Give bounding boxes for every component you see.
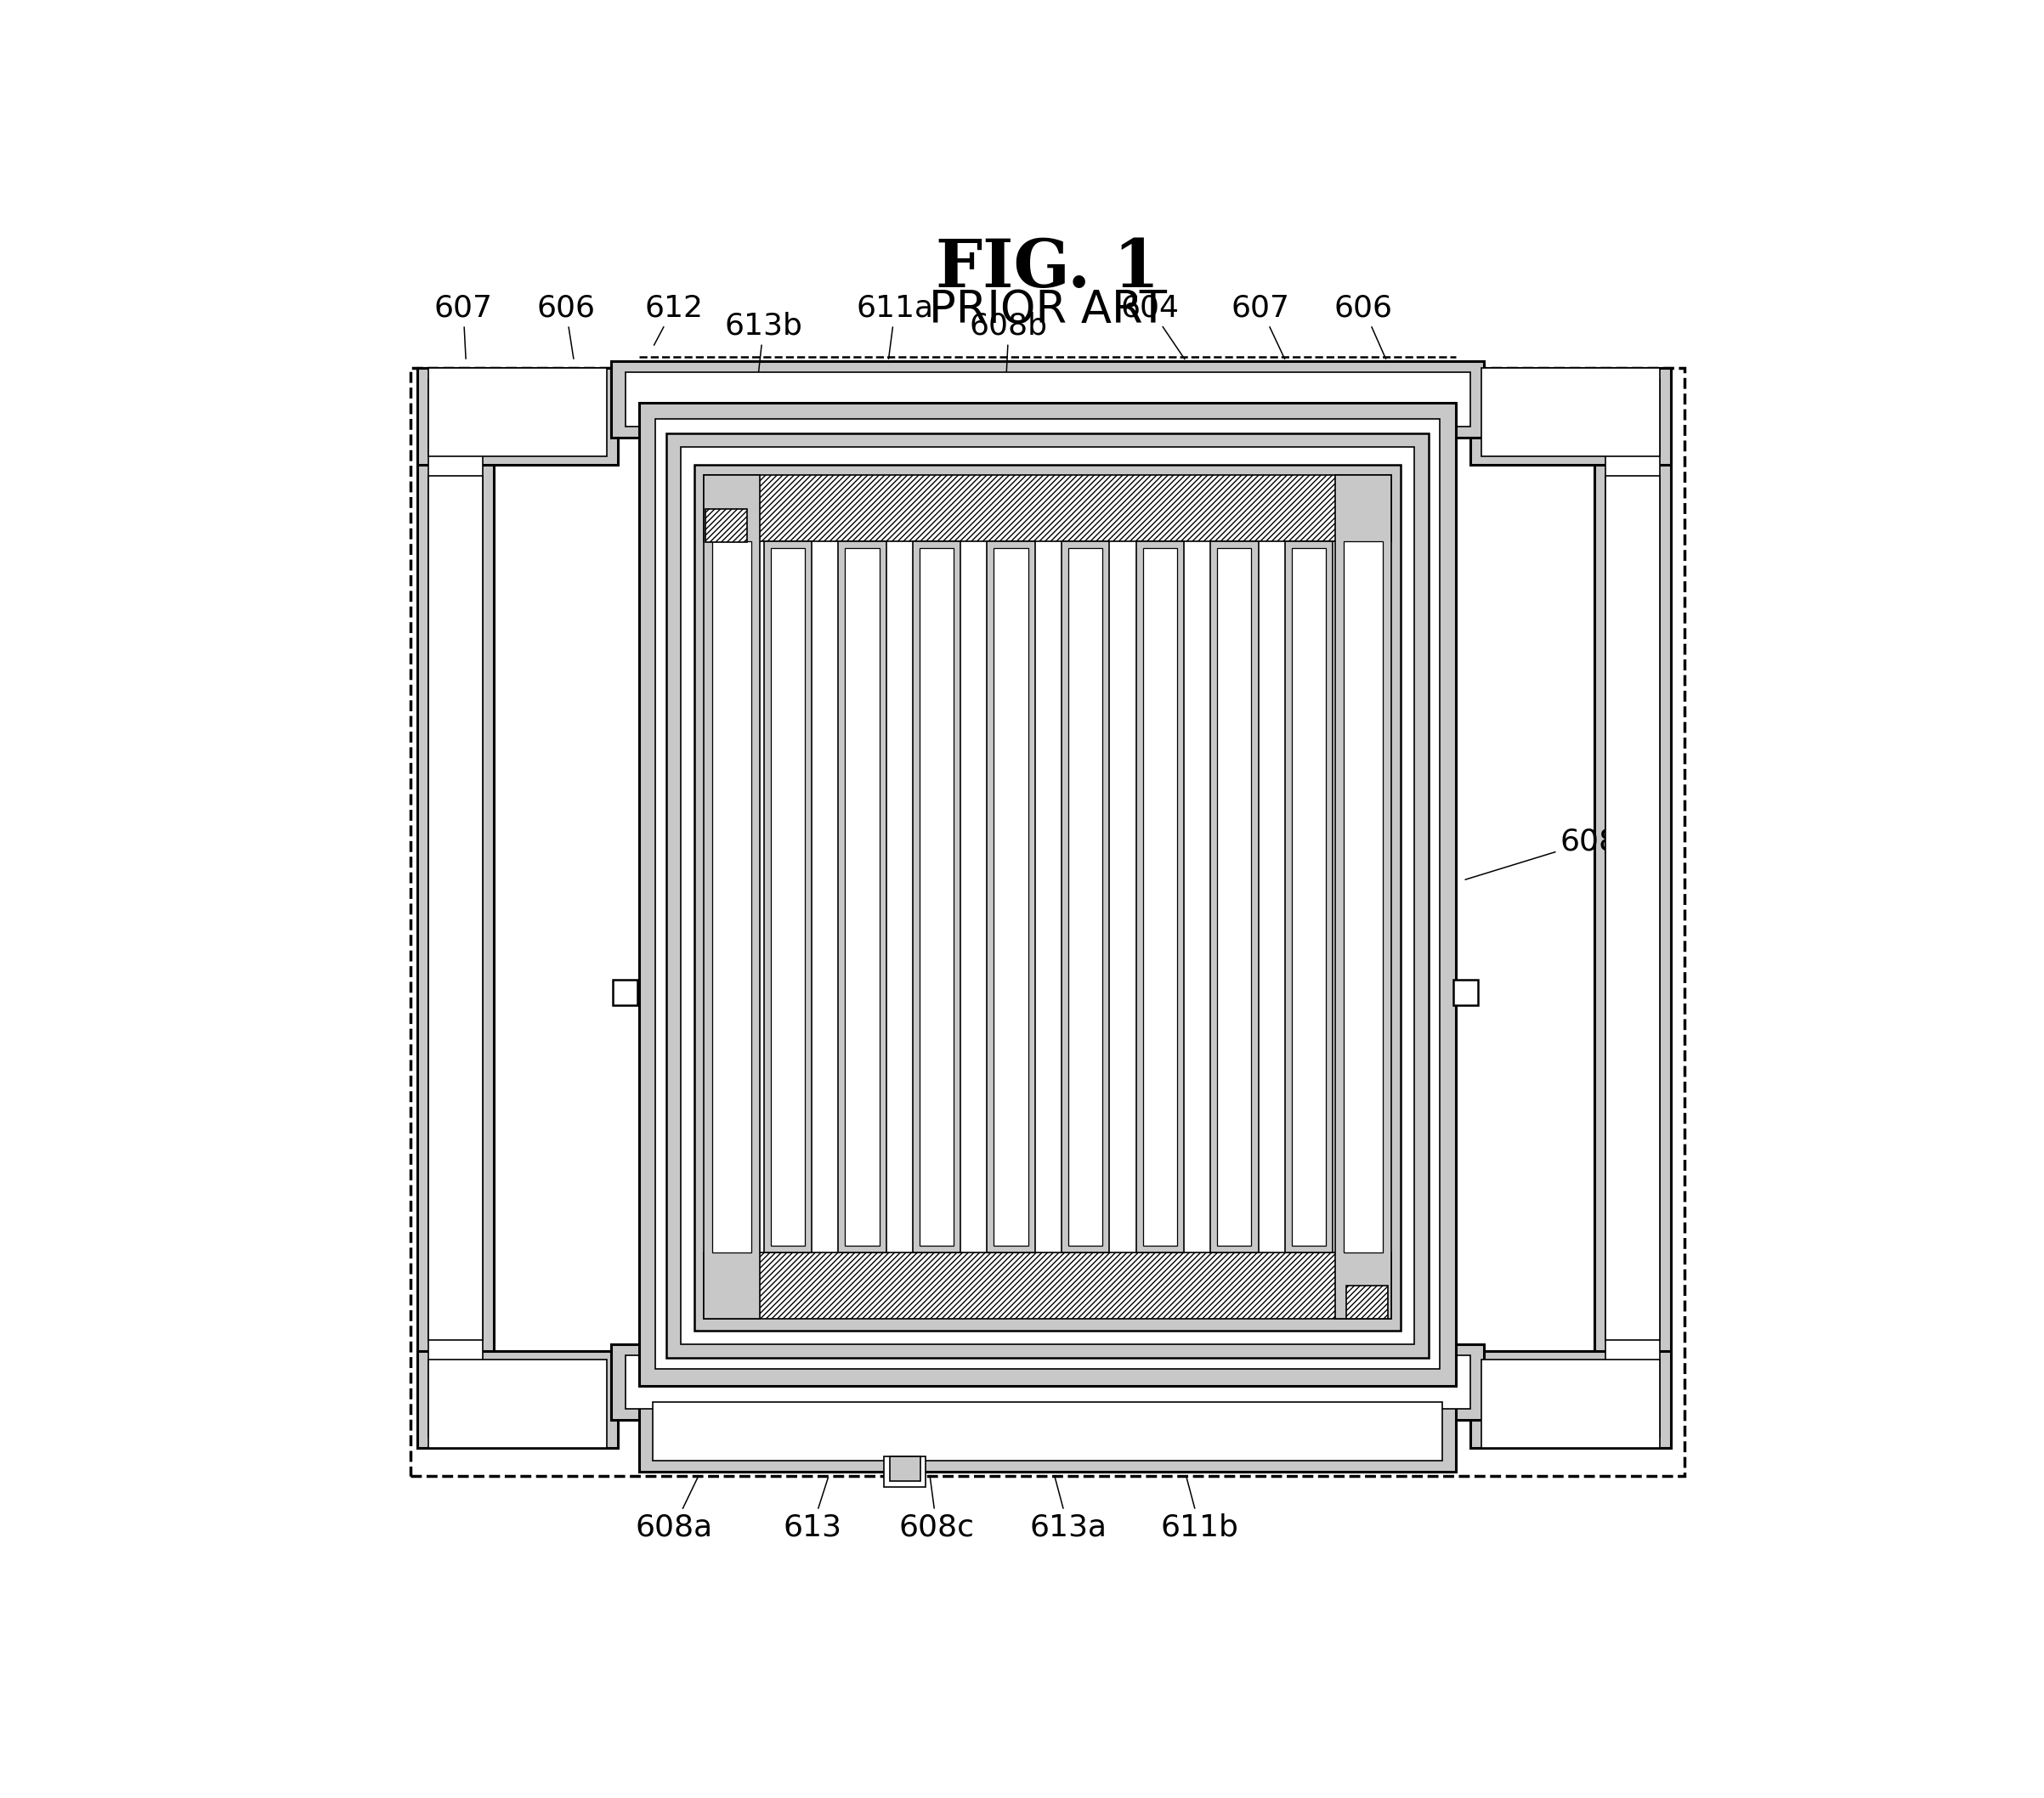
Text: 604: 604 (1120, 293, 1186, 360)
Text: 607: 607 (1230, 293, 1290, 360)
Bar (411, 369, 1684, 1476)
Bar (889, 1456, 920, 1482)
Text: 608c: 608c (899, 1478, 975, 1543)
Bar (1210, 541, 1259, 1253)
Bar (703, 475, 1392, 541)
Bar (652, 1402, 1443, 1460)
Text: 611a: 611a (856, 293, 934, 360)
Text: 607: 607 (433, 293, 493, 360)
Bar (771, 548, 805, 1246)
Bar (1607, 379, 1660, 1437)
Text: 606: 606 (1335, 293, 1392, 360)
Bar (1607, 476, 1660, 1340)
Bar (838, 541, 887, 1253)
Bar (1482, 369, 1660, 457)
Bar (1453, 980, 1478, 1005)
Bar (611, 1345, 1484, 1420)
Text: FIG. 1: FIG. 1 (936, 237, 1159, 300)
Text: 613b: 613b (726, 311, 803, 387)
Bar (1292, 548, 1327, 1246)
Bar (625, 372, 1470, 426)
Bar (666, 433, 1429, 1357)
Text: 613a: 613a (1030, 1478, 1108, 1543)
Bar (613, 980, 638, 1005)
Bar (1335, 475, 1392, 1320)
Text: PRIOR ART: PRIOR ART (928, 288, 1167, 333)
Text: 608: 608 (1466, 827, 1619, 879)
Bar (1286, 541, 1333, 1253)
Bar (885, 1456, 926, 1487)
Bar (844, 548, 879, 1246)
Bar (417, 369, 617, 466)
Bar (713, 541, 752, 1253)
Bar (1594, 369, 1670, 1447)
Bar (429, 369, 607, 457)
Text: 612: 612 (644, 293, 703, 345)
Bar (429, 476, 482, 1340)
Bar (695, 466, 1400, 1331)
Bar (987, 541, 1034, 1253)
Bar (707, 478, 1388, 1318)
Bar (611, 361, 1484, 437)
Bar (417, 1350, 617, 1447)
Text: 613: 613 (783, 1478, 842, 1543)
Bar (703, 475, 760, 1320)
Text: 608a: 608a (636, 1478, 713, 1543)
Text: 611b: 611b (1161, 1478, 1239, 1543)
Bar (993, 548, 1028, 1246)
Bar (640, 403, 1455, 1386)
Bar (1482, 1359, 1660, 1447)
Bar (1470, 1350, 1670, 1447)
Bar (681, 448, 1414, 1345)
Bar (920, 548, 955, 1246)
Bar (1343, 541, 1382, 1253)
Bar (705, 509, 746, 543)
Bar (1218, 548, 1251, 1246)
Bar (429, 379, 482, 1437)
Bar (1136, 541, 1183, 1253)
Bar (429, 1359, 607, 1447)
Bar (625, 1356, 1470, 1410)
Bar (1143, 548, 1177, 1246)
Bar (703, 1253, 1392, 1320)
Bar (640, 1392, 1455, 1471)
Bar (912, 541, 961, 1253)
Bar (764, 541, 811, 1253)
Text: 606: 606 (536, 293, 595, 360)
Text: 608b: 608b (969, 311, 1049, 379)
Bar (656, 419, 1439, 1368)
Bar (1069, 548, 1102, 1246)
Bar (1470, 369, 1670, 466)
Bar (1347, 1286, 1388, 1320)
Bar (1061, 541, 1110, 1253)
Bar (417, 369, 495, 1447)
